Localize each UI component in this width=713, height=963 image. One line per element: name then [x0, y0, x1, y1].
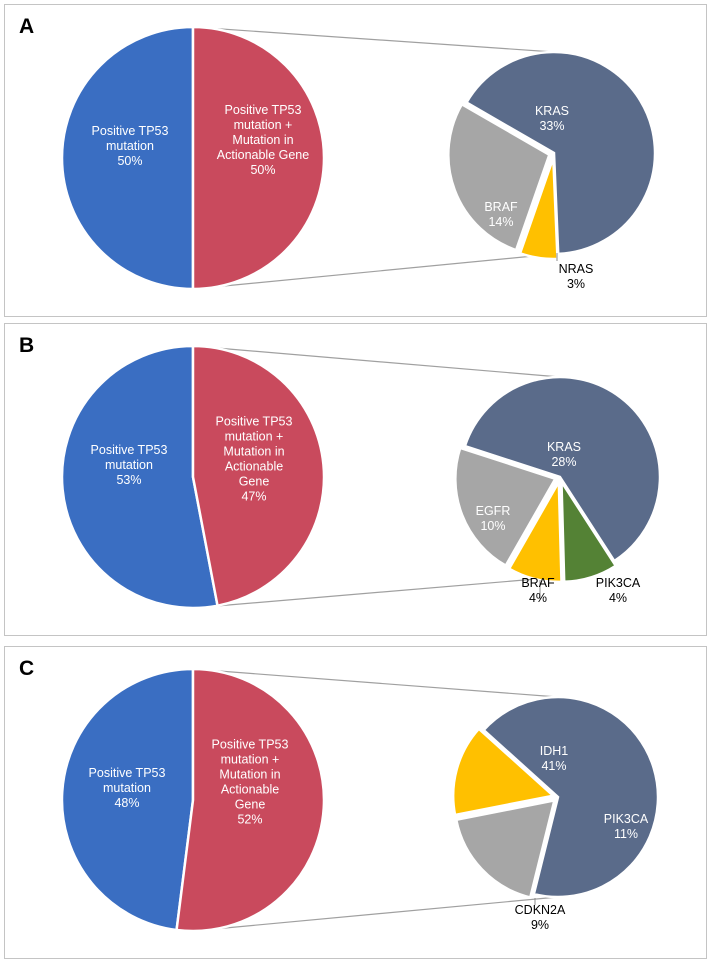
main-slice-label: Positive TP53 mutation 50%	[92, 124, 169, 168]
panel-label-b: B	[19, 334, 35, 357]
pie-slice-tp53-actionable	[175, 667, 326, 933]
sub-slice-label: KRAS 33%	[535, 104, 569, 133]
sub-slice-label: EGFR 10%	[476, 504, 511, 533]
panel-label-a: A	[19, 15, 35, 38]
sub-slice-label: NRAS 3%	[559, 262, 594, 291]
sub-pie-slice-pik3ca	[560, 477, 618, 584]
main-slice-label: Positive TP53 mutation 53%	[91, 443, 168, 487]
sub-pie-slice-braf	[447, 102, 551, 252]
panel-c: C Positive TP53 mutation 48% Positive TP53 m…	[4, 646, 707, 959]
connector-line-top	[192, 26, 555, 53]
connector-line-bottom	[192, 253, 555, 290]
sub-pie-slice-kras	[464, 50, 657, 256]
sub-pie-slice-kras	[463, 375, 662, 563]
sub-pie-slice-pik3ca	[454, 798, 557, 900]
main-slice-label: Positive TP53 mutation + Mutation in Action…	[216, 415, 293, 504]
sub-pie-slice-braf	[507, 477, 563, 584]
connector-line-top	[192, 668, 559, 698]
panel-a: A Positive TP53 mutation 50% Positive TP53 m…	[4, 4, 707, 317]
chart-c: Positive TP53 mutation 48% Positive TP53 mut…	[60, 667, 660, 933]
connector-line-bottom	[192, 896, 559, 932]
connector-line-bottom	[192, 576, 561, 609]
sub-slice-label: PIK3CA 11%	[604, 812, 649, 841]
main-slice-label: Positive TP53 mutation + Mutation in Action…	[212, 738, 289, 827]
sub-slice-label: IDH1 41%	[540, 744, 569, 773]
pie-slice-positive-tp53	[60, 667, 195, 932]
sub-pie-slice-egfr	[454, 446, 558, 568]
chart-b: Positive TP53 mutation 53% Positive TP53 mut…	[60, 344, 662, 610]
sub-pie-slice-cdkn2a	[452, 726, 556, 817]
pie-slice-tp53-actionable	[191, 25, 326, 291]
panel-b: B Positive TP53 mutation 53% Positive TP53 m…	[4, 323, 707, 636]
connector-line-top	[192, 345, 561, 378]
pie-slice-tp53-actionable	[191, 344, 326, 608]
sub-slice-label: BRAF 14%	[484, 200, 518, 229]
main-slice-label: Positive TP53 mutation 48%	[89, 766, 166, 810]
panel-label-c: C	[19, 657, 35, 680]
sub-slice-label: CDKN2A 9%	[515, 903, 566, 932]
pie-slice-positive-tp53	[60, 344, 220, 610]
chart-a: Positive TP53 mutation 50% Positive TP53 mut…	[60, 25, 657, 291]
sub-slice-label: KRAS 28%	[547, 440, 581, 469]
sub-pie-slice-idh1	[481, 695, 660, 899]
sub-slice-label: BRAF 4%	[521, 576, 555, 605]
main-slice-label: Positive TP53 mutation + Mutation in Action…	[217, 103, 309, 177]
pie-slice-positive-tp53	[60, 25, 195, 291]
sub-slice-label: PIK3CA 4%	[596, 576, 641, 605]
